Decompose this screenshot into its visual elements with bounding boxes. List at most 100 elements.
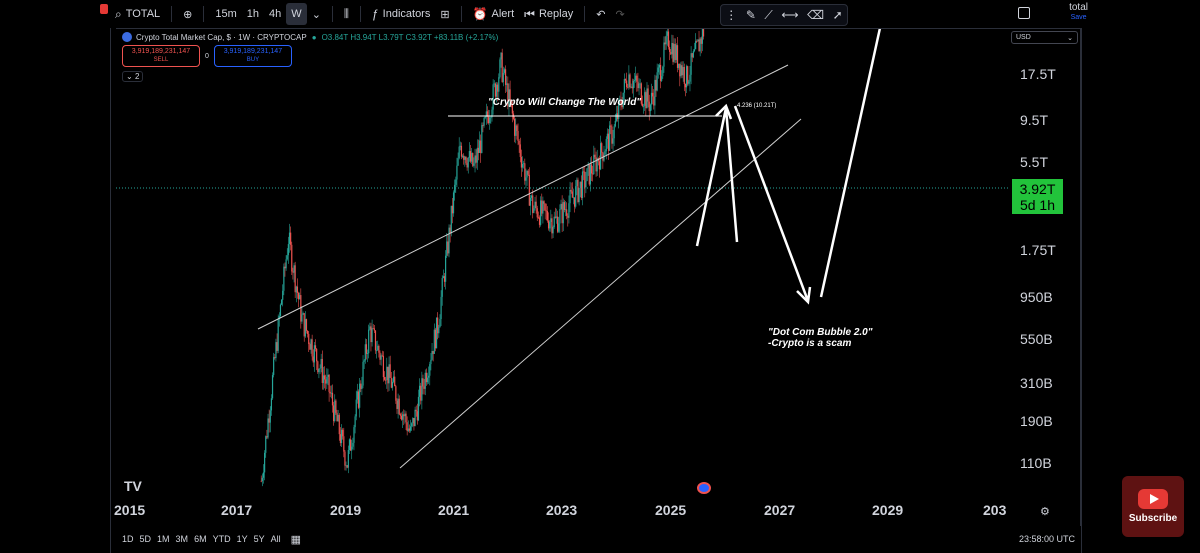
lower-trendline[interactable] [399, 118, 802, 469]
candle-body [611, 126, 613, 144]
candle-body [681, 65, 683, 76]
trendline-icon[interactable]: ⟋ [764, 7, 773, 22]
candle-body [545, 210, 547, 212]
eraser-icon[interactable]: ⌫ [807, 8, 825, 22]
range-5d[interactable]: 5D [139, 534, 152, 544]
buy-button[interactable]: 3,919,189,231,147 BUY [213, 45, 292, 67]
undo-button[interactable]: ↶ [591, 3, 610, 25]
candle-body [514, 118, 516, 136]
candle-body [673, 43, 675, 62]
interval-dropdown[interactable]: ⌄ [307, 3, 326, 25]
candle-body [640, 83, 642, 104]
candle-body [526, 170, 528, 178]
top-toolbar: ⌕ TOTAL ⊕ 15m 1h 4h W ⌄ ⫼ ƒ Indicators ⊞ ⏰… [110, 0, 1200, 28]
range-all[interactable]: All [270, 534, 281, 544]
candle-body [633, 80, 636, 82]
candle-body [422, 378, 424, 387]
calendar-icon[interactable]: ▦ [290, 533, 302, 546]
candle-body [533, 208, 535, 213]
candle-body [690, 53, 692, 75]
ray-icon[interactable]: ⟷ [781, 8, 799, 22]
candle-body [261, 477, 263, 482]
candle-body [447, 241, 449, 254]
range-ytd[interactable]: YTD [212, 534, 231, 544]
annotation-bottom-line2: -Crypto is a scam [768, 338, 852, 349]
candle-body [334, 400, 336, 422]
candle-body [653, 96, 655, 106]
symbol-logo-icon [122, 32, 132, 42]
candle-body [335, 400, 337, 413]
candle-body [262, 472, 265, 478]
candle-body [488, 116, 490, 124]
cursor-icon[interactable]: ➚ [832, 8, 843, 22]
candle-body [357, 391, 360, 408]
youtube-subscribe-button[interactable]: Subscribe [1122, 476, 1184, 537]
candle-body [380, 355, 382, 360]
candle-body [275, 342, 277, 359]
sell-button[interactable]: 3,919,189,231,147 SELL [122, 45, 200, 67]
candle-body [402, 414, 404, 420]
candle-body [283, 266, 285, 291]
redo-button[interactable]: ↷ [610, 3, 629, 25]
candle-body [645, 92, 647, 109]
layout-save[interactable]: total Save [1069, 3, 1088, 23]
candle-body [325, 379, 327, 384]
annotation-bottom[interactable]: "Dot Com Bubble 2.0" -Crypto is a scam [768, 327, 873, 349]
settings-icon[interactable]: ⚙ [1040, 506, 1050, 518]
candle-body [303, 313, 305, 337]
candle-body [511, 103, 513, 114]
candle-body [478, 140, 481, 153]
fullscreen-icon[interactable] [1018, 7, 1030, 19]
interval-w[interactable]: W [286, 3, 307, 25]
candle-body [309, 344, 311, 350]
time-axis-label: 2025 [655, 502, 687, 518]
range-1m[interactable]: 1M [157, 534, 170, 544]
replay-button[interactable]: ⏮ Replay [519, 3, 578, 25]
time-axis-label: 2029 [872, 502, 904, 518]
range-1d[interactable]: 1D [122, 534, 134, 544]
candle-body [465, 156, 467, 164]
candle-body [300, 295, 302, 322]
upper-trendline[interactable] [257, 64, 789, 330]
indicator-toggle[interactable]: ⌄ 2 [122, 71, 144, 82]
utc-clock[interactable]: 23:58:00 UTC [1018, 534, 1075, 544]
candle-body [366, 353, 369, 354]
compare-button[interactable]: ⊕ [178, 3, 197, 25]
candle-body [667, 31, 670, 48]
candle-body [635, 75, 637, 81]
chart-type-button[interactable]: ⫼ [339, 3, 354, 25]
candle-body [278, 316, 280, 320]
candle-body [440, 296, 442, 320]
annotation-top[interactable]: "Crypto Will Change The World" [488, 97, 642, 108]
symbol-search[interactable]: ⌕ TOTAL [110, 3, 165, 25]
candle-body [639, 83, 641, 85]
range-6m[interactable]: 6M [194, 534, 207, 544]
candle-body [481, 125, 483, 153]
indicators-button[interactable]: ƒ Indicators [367, 3, 435, 25]
brush-icon[interactable]: ✎ [745, 8, 756, 22]
currency-select[interactable]: USD ⌄ [1011, 31, 1078, 44]
candle-body [508, 89, 510, 107]
range-3m[interactable]: 3M [175, 534, 189, 544]
legend-title[interactable]: Crypto Total Market Cap, $ · 1W · CRYPTO… [136, 32, 307, 42]
candle-body [312, 356, 314, 363]
candle-body [472, 153, 474, 166]
candle-body [304, 319, 306, 337]
candle-body [321, 358, 323, 383]
candle-body [406, 422, 408, 432]
candle-body [448, 227, 450, 254]
drag-handle-icon[interactable]: ⋮ [725, 8, 738, 22]
candle-body [659, 64, 662, 81]
candle-body [618, 100, 620, 119]
range-5y[interactable]: 5Y [253, 534, 265, 544]
layouts-button[interactable]: ⊞ [435, 3, 454, 25]
range-1y[interactable]: 1Y [236, 534, 248, 544]
candle-body [391, 381, 394, 388]
interval-4h[interactable]: 4h [269, 8, 282, 20]
buy-price: 3,919,189,231,147 [223, 48, 283, 55]
interval-15m[interactable]: 15m [215, 8, 237, 20]
event-marker-icon[interactable] [697, 482, 711, 494]
interval-1h[interactable]: 1h [246, 8, 260, 20]
alert-button[interactable]: ⏰ Alert [468, 3, 520, 25]
